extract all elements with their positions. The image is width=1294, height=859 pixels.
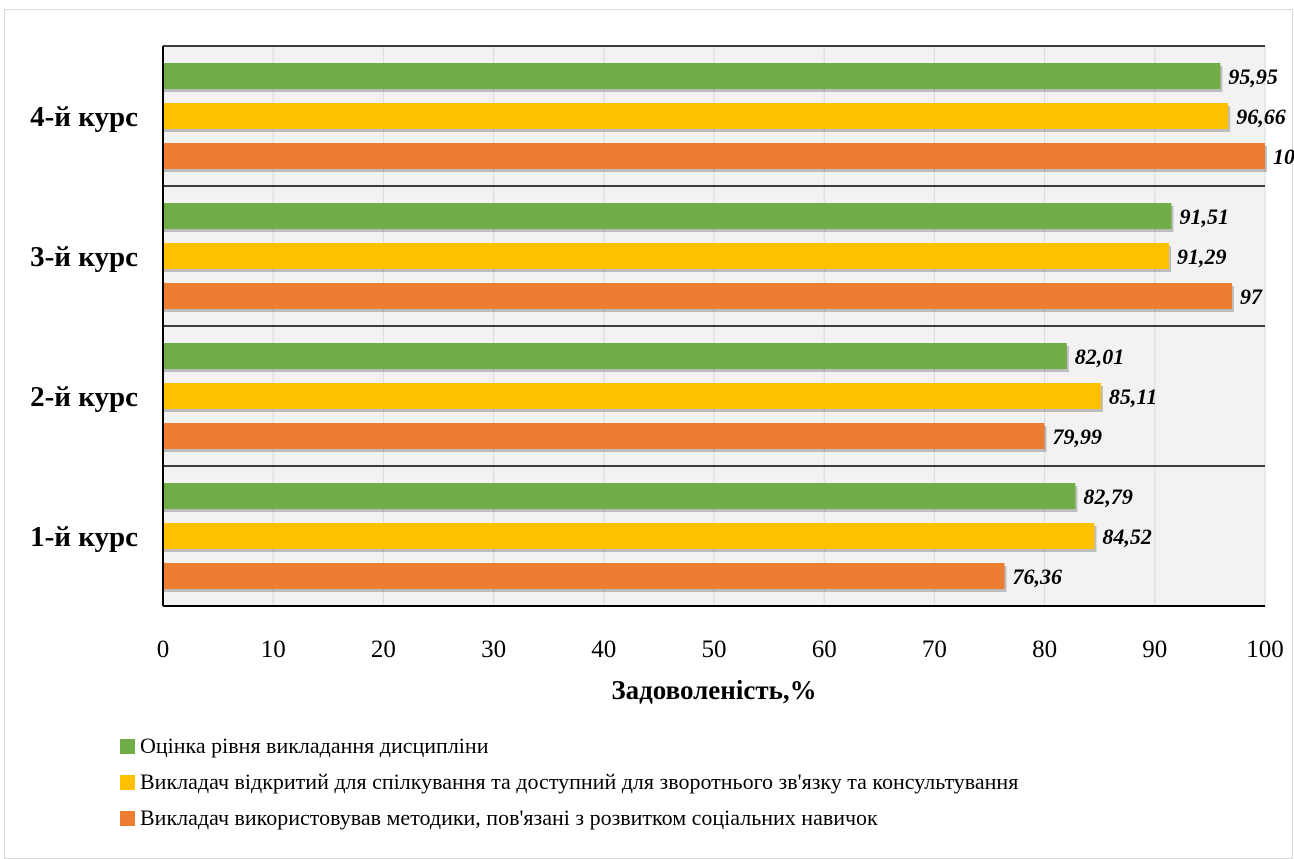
value-label: 82,01 [1075, 344, 1125, 369]
category-label: 3-й курс [30, 241, 138, 273]
x-tick-label: 40 [591, 636, 616, 663]
legend-label: Викладач відкритий для спілкування та до… [140, 769, 1019, 794]
value-label: 96,66 [1236, 104, 1286, 129]
bar [163, 103, 1229, 129]
x-tick-label: 30 [481, 636, 506, 663]
legend-swatch [120, 774, 135, 790]
x-tick-label: 100 [1246, 636, 1284, 663]
category-label: 1-й курс [30, 521, 138, 553]
legend-item: Оцінка рівня викладання дисципліни [120, 728, 1018, 764]
bars [163, 63, 1267, 592]
category-label: 2-й курс [30, 381, 138, 413]
bar [163, 343, 1067, 369]
x-tick-label: 70 [922, 636, 947, 663]
x-tick-label: 90 [1142, 636, 1167, 663]
value-label: 76,36 [1012, 564, 1062, 589]
bar [163, 423, 1045, 449]
value-label: 91,51 [1179, 204, 1229, 229]
value-label: 79,99 [1052, 424, 1102, 449]
category-label: 4-й курс [30, 101, 138, 133]
bar [163, 523, 1095, 549]
legend-label: Викладач використовував методики, пов'яз… [140, 805, 878, 830]
x-tick-label: 60 [812, 636, 837, 663]
value-label: 100 [1273, 144, 1294, 169]
bar [163, 483, 1076, 509]
bar [163, 143, 1265, 169]
bar [163, 243, 1170, 269]
x-tick-label: 20 [371, 636, 396, 663]
value-label: 85,11 [1109, 384, 1157, 409]
legend-item: Викладач відкритий для спілкування та до… [120, 764, 1018, 800]
x-tick-label: 80 [1032, 636, 1057, 663]
x-tick-label: 50 [702, 636, 727, 663]
legend: Оцінка рівня викладання дисципліни Викла… [120, 728, 1018, 836]
value-label: 95,95 [1228, 64, 1278, 89]
legend-label: Оцінка рівня викладання дисципліни [140, 733, 489, 758]
value-labels: 82,79 84,52 76,36 82,01 85,11 79,99 91,51 91,29… [1012, 64, 1294, 589]
x-tick-labels: 0 10 20 30 40 50 60 70 80 90 100 [157, 636, 1284, 663]
category-labels: 1-й курс 2-й курс 3-й курс 4-й курс [30, 101, 138, 553]
x-axis-title: Задоволеність,% [611, 675, 816, 705]
x-tick-label: 0 [157, 636, 170, 663]
bar [163, 63, 1221, 89]
axes [162, 45, 1265, 607]
legend-swatch [120, 810, 135, 826]
bar [163, 563, 1005, 589]
value-label: 82,79 [1083, 484, 1133, 509]
legend-swatch [120, 738, 135, 754]
bar [163, 283, 1232, 309]
bar-chart: 82,79 84,52 76,36 82,01 85,11 79,99 91,51 91,29… [30, 45, 1294, 705]
value-label: 84,52 [1102, 524, 1152, 549]
legend-item: Викладач використовував методики, пов'яз… [120, 800, 1018, 836]
x-tick-label: 10 [261, 636, 286, 663]
value-label: 97 [1240, 284, 1263, 309]
value-label: 91,29 [1177, 244, 1227, 269]
bar [163, 203, 1172, 229]
bar [163, 383, 1101, 409]
